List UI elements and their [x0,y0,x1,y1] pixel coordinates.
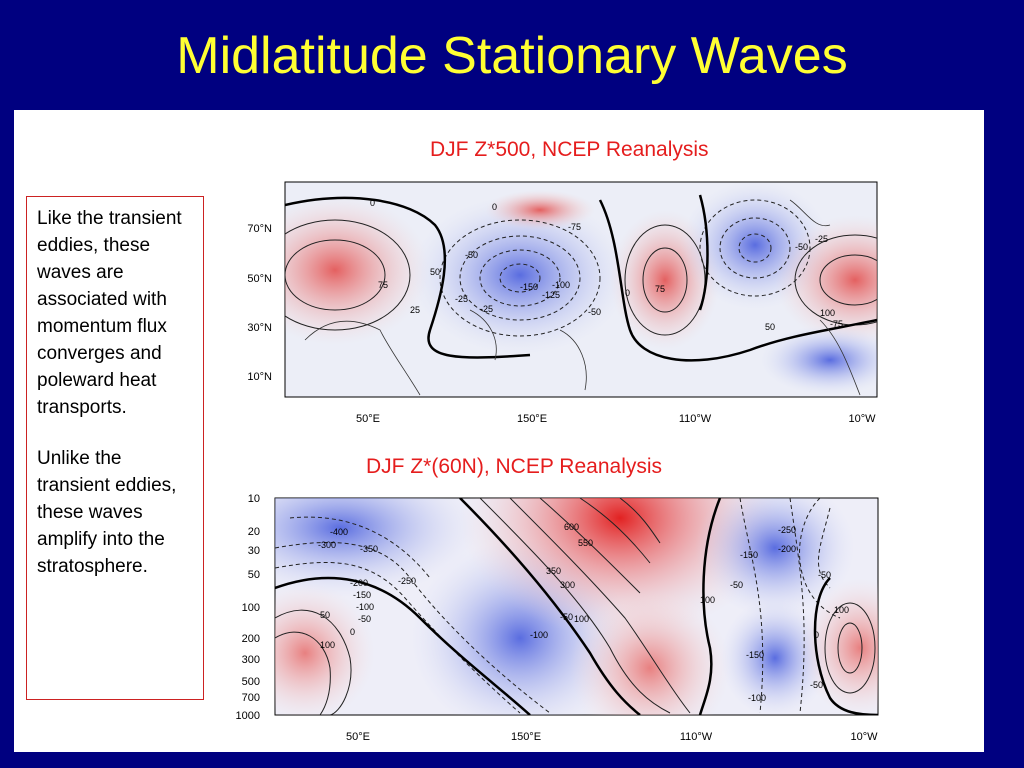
contour-label: 100 [820,308,835,318]
contour-label: 350 [546,566,561,576]
map-x-tick: 110°W [679,413,712,425]
contour-label: -200 [778,544,796,554]
contour-label: 100 [700,595,715,605]
contour-label: -150 [746,650,764,660]
section-y-tick: 200 [242,633,260,645]
section-chart-title: DJF Z*(60N), NCEP Reanalysis [366,455,663,478]
contour-label: -50 [810,680,823,690]
contour-label: -100 [530,630,548,640]
contour-label: -250 [778,525,796,535]
section-x-tick: 150°E [511,731,541,743]
map-y-tick: 10°N [247,371,272,383]
contour-label: 0 [492,202,497,212]
contour-label: 0 [625,288,630,298]
contour-label: 550 [578,538,593,548]
section-y-tick: 1000 [236,710,260,722]
contour-label: 50 [430,267,440,277]
section-contour-labels: -400 -300 -350 -250 -200 -150 -100 -50 0… [318,522,849,703]
contour-label: -50 [358,614,371,624]
section-y-tick: 10 [248,493,260,505]
contour-label: 100 [834,605,849,615]
contour-label: -150 [740,550,758,560]
section-x-tick: 50°E [346,731,370,743]
contour-label: -50 [560,612,573,622]
map-contour-labels: 0 25 50 75 -25 -50 -75 -100 -125 -150 10… [370,198,843,332]
map-x-axis: 50°E 150°E 110°W 10°W [356,413,876,425]
section-y-tick: 500 [242,676,260,688]
contour-label: -75 [568,222,581,232]
contour-label: -50 [818,570,831,580]
map-chart-title: DJF Z*500, NCEP Reanalysis [430,138,709,161]
map-y-tick: 50°N [247,273,272,285]
contour-label: -250 [398,576,416,586]
contour-label: 75 [655,284,665,294]
map-x-tick: 50°E [356,413,380,425]
contour-label: -25 [455,294,468,304]
contour-label: -50 [795,242,808,252]
map-chart: 70°N 50°N 30°N 10°N 50°E 150°E 110°W 10°… [247,181,878,425]
contour-label: 0 [350,627,355,637]
contour-label: -150 [353,590,371,600]
contour-label: -75 [830,319,843,329]
map-y-tick: 70°N [247,223,272,235]
contour-label: -100 [748,693,766,703]
section-y-tick: 50 [248,569,260,581]
contour-label: 100 [574,614,589,624]
section-x-axis: 50°E 150°E 110°W 10°W [346,731,878,743]
contour-label: -125 [542,290,560,300]
slide-title: Midlatitude Stationary Waves [176,27,848,85]
contour-label: 75 [378,280,388,290]
note-paragraph-1: Like the transient eddies, these waves a… [37,208,182,418]
section-y-tick: 30 [248,545,260,557]
note-paragraph-2: Unlike the transient eddies, these waves… [37,448,177,577]
contour-label: -50 [465,250,478,260]
section-chart: 10 20 30 50 100 200 300 500 700 1000 50°… [236,493,879,743]
contour-label: -50 [730,580,743,590]
section-x-tick: 110°W [680,731,713,743]
contour-label: -300 [318,540,336,550]
contour-label: 300 [560,580,575,590]
contour-label: -200 [350,578,368,588]
contour-label: 0 [814,630,819,640]
contour-label: 50 [765,322,775,332]
section-x-tick: 10°W [850,731,878,743]
contour-label: 25 [410,305,420,315]
contour-label: -25 [815,234,828,244]
contour-label: -150 [520,282,538,292]
map-x-tick: 10°W [848,413,876,425]
section-y-tick: 20 [248,526,260,538]
contour-label: -350 [360,544,378,554]
contour-label: -50 [588,307,601,317]
contour-label: 100 [320,640,335,650]
section-y-axis: 10 20 30 50 100 200 300 500 700 1000 [236,493,260,722]
section-y-tick: 700 [242,692,260,704]
map-y-tick: 30°N [247,322,272,334]
section-y-tick: 100 [242,602,260,614]
contour-label: 50 [320,610,330,620]
contour-label: 0 [370,198,375,208]
contour-label: -100 [356,602,374,612]
contour-label: -400 [330,527,348,537]
contour-label: 600 [564,522,579,532]
map-x-tick: 150°E [517,413,547,425]
contour-label: -25 [480,304,493,314]
contour-label: -100 [552,280,570,290]
text-note: Like the transient eddies, these waves a… [26,196,204,700]
section-y-tick: 300 [242,654,260,666]
map-y-axis: 70°N 50°N 30°N 10°N [247,223,272,383]
